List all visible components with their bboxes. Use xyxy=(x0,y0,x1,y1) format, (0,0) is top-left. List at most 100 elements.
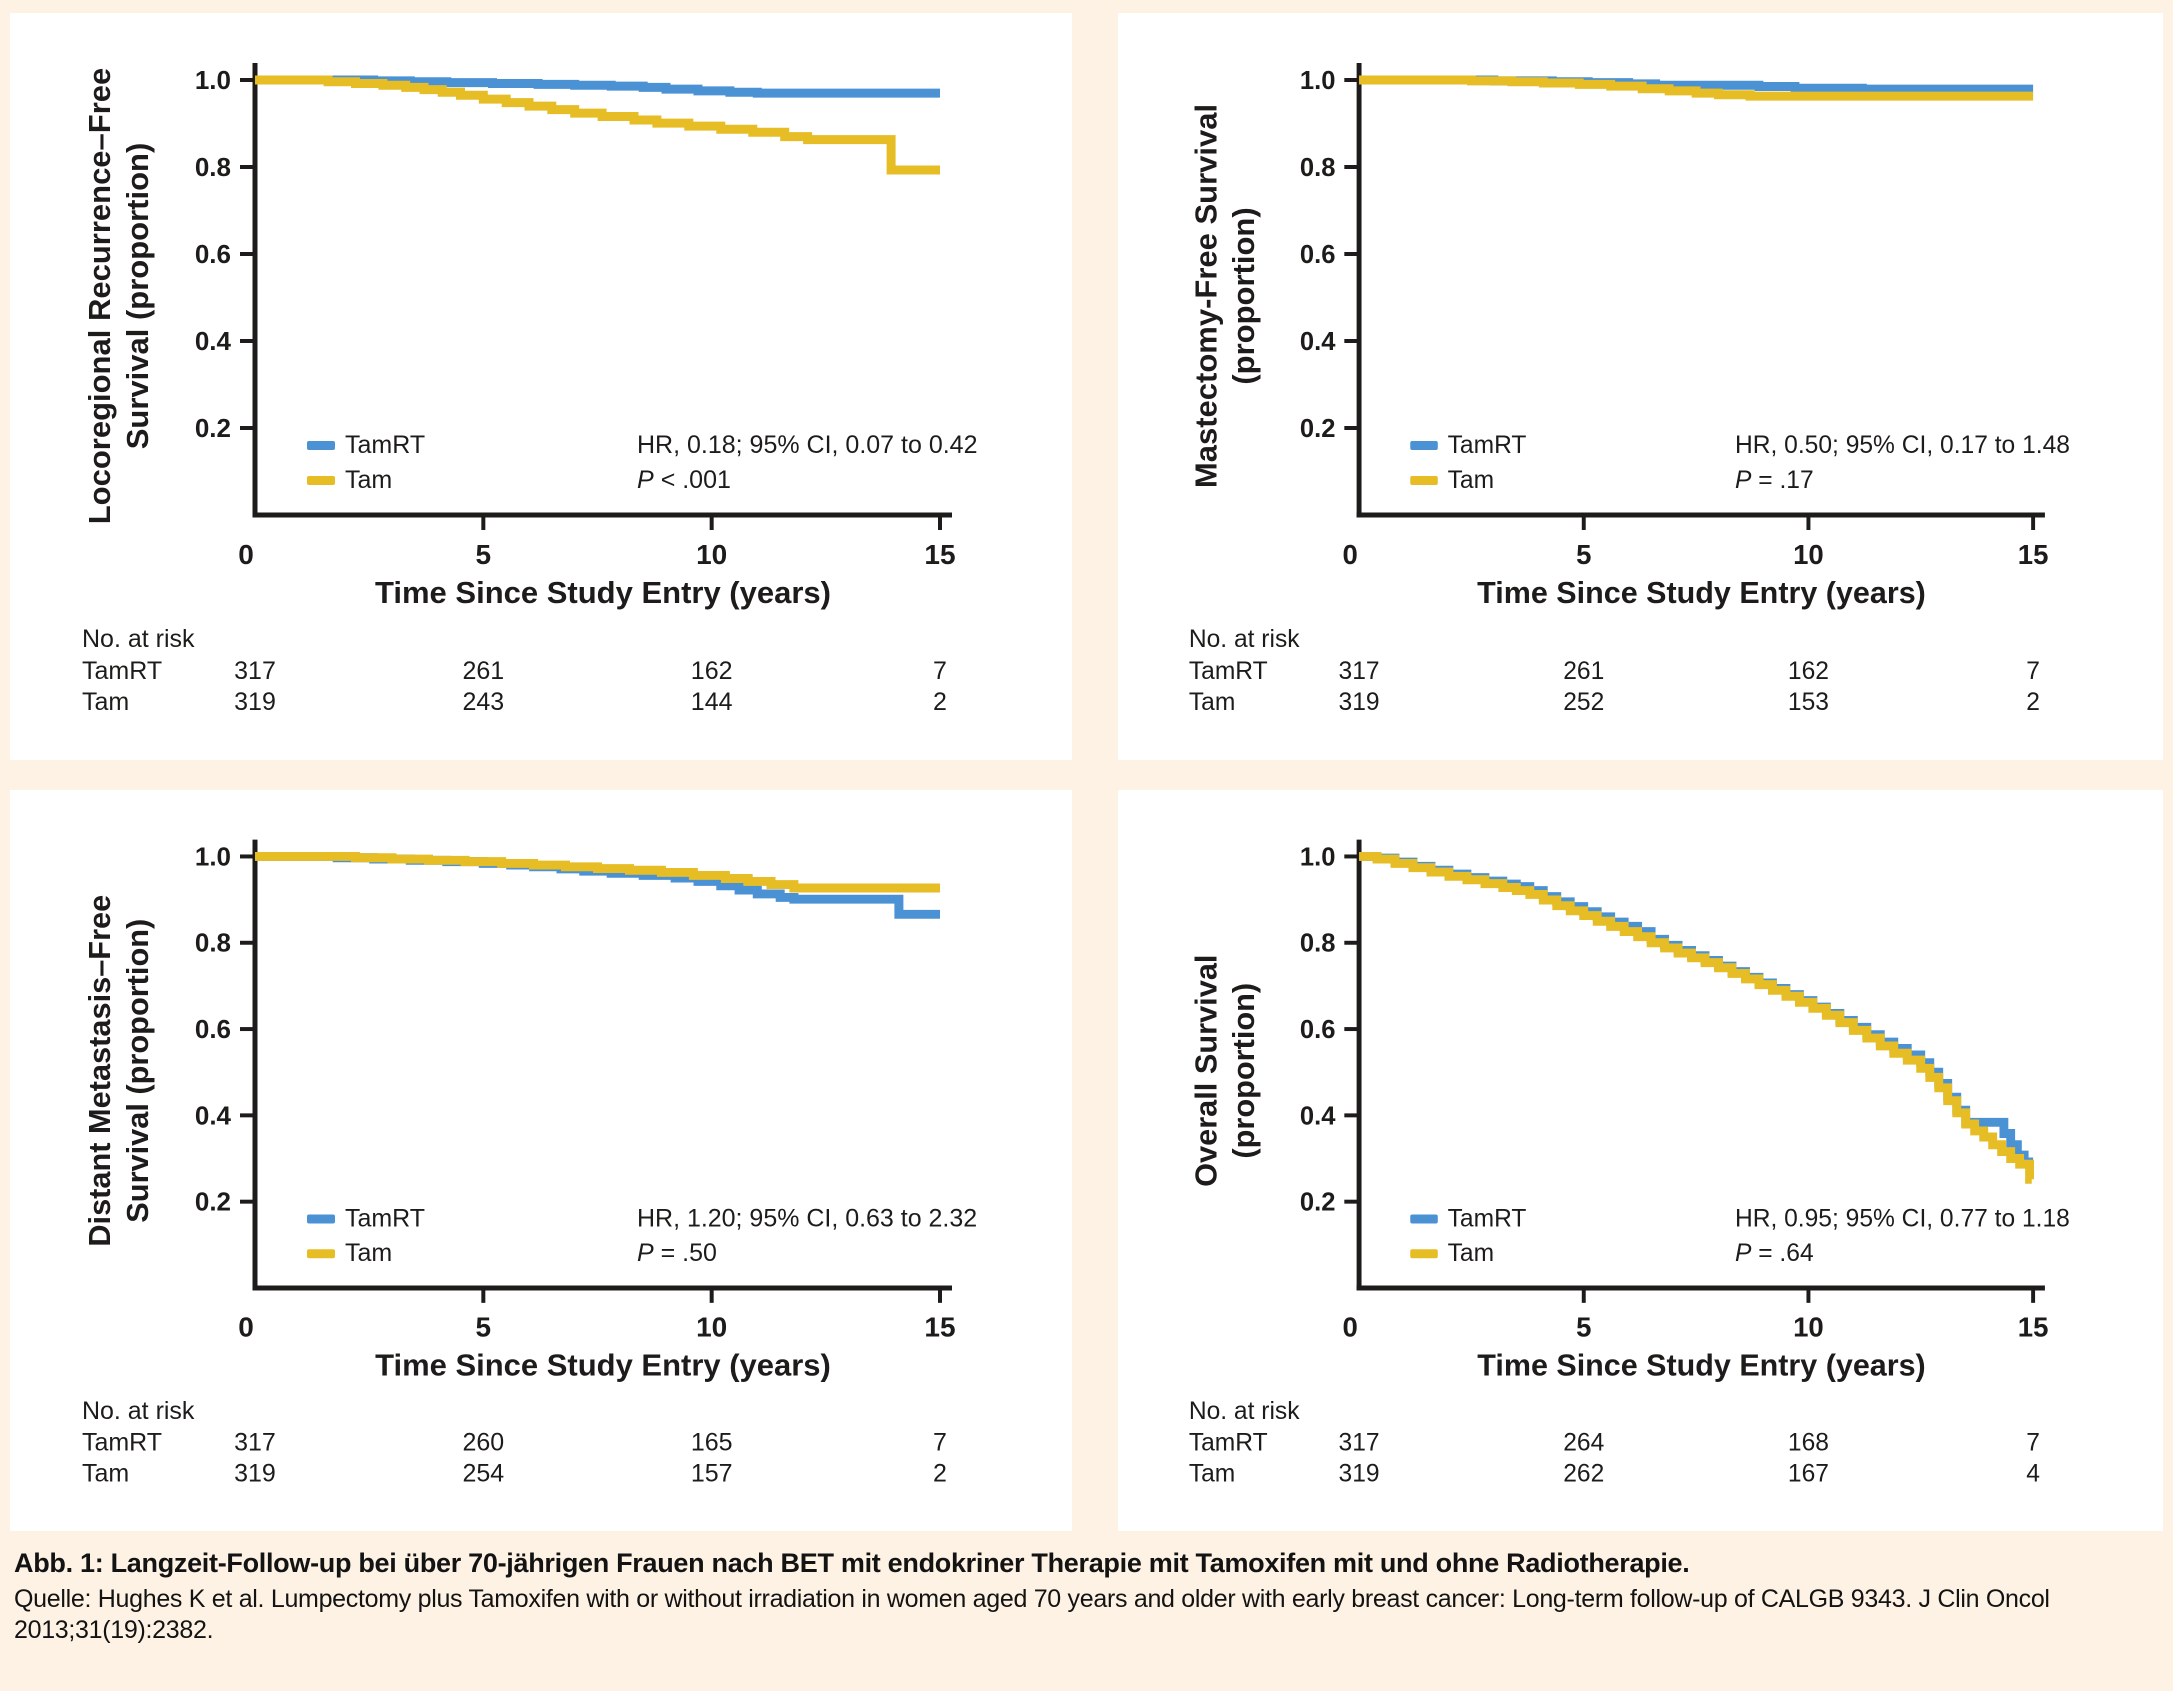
y-axis-title-line: Mastectomy-Free Survival xyxy=(1189,104,1224,488)
risk-value: 165 xyxy=(691,1429,733,1457)
x-axis-title: Time Since Study Entry (years) xyxy=(375,575,831,610)
risk-value: 7 xyxy=(2026,658,2040,685)
risk-value: 7 xyxy=(933,657,947,685)
x-tick-label: 15 xyxy=(924,539,955,570)
risk-value: 261 xyxy=(462,657,504,685)
y-tick-label: 1.0 xyxy=(1300,67,1336,95)
risk-value: 317 xyxy=(1339,658,1380,685)
risk-value: 2 xyxy=(933,688,947,716)
km-chart-mastectomy-free-survival: 1.0 0.8 0.6 0.4 0.2 0 5 10 15 Mastectomy-Free Sur… xyxy=(1189,63,2070,716)
x-tick-label: 10 xyxy=(1793,1311,1824,1342)
risk-row-label: TamRT xyxy=(82,1429,162,1457)
x-tick-label: 15 xyxy=(2018,1311,2049,1342)
x-tick-label: 5 xyxy=(476,1312,492,1343)
p-value-text: P < .001 xyxy=(637,466,731,494)
legend-label: TamRT xyxy=(1448,432,1527,459)
y-axis-title-line: Survival (proportion) xyxy=(120,919,155,1223)
x-axis-title: Time Since Study Entry (years) xyxy=(375,1347,831,1382)
y-axis-title-line: Survival (proportion) xyxy=(120,143,155,450)
risk-value: 4 xyxy=(2026,1460,2040,1487)
panel-distant-metastasis-free-survival: 1.0 0.8 0.6 0.4 0.2 0 5 10 15 Distant Metastasis–… xyxy=(10,790,1072,1531)
legend-swatch-tamrt xyxy=(307,441,335,450)
risk-row-label: Tam xyxy=(82,1459,129,1487)
legend-swatch-tam xyxy=(307,1249,335,1259)
risk-value: 252 xyxy=(1563,689,1604,716)
legend-swatch-tamrt xyxy=(307,1214,335,1224)
x-tick-label: 5 xyxy=(476,539,492,570)
risk-value: 260 xyxy=(462,1429,504,1457)
y-tick-label: 0.8 xyxy=(195,930,231,958)
p-label: P xyxy=(637,466,654,494)
y-tick-label: 0.2 xyxy=(1300,1189,1336,1217)
risk-value: 2 xyxy=(2026,689,2040,716)
p-value-text: P = .50 xyxy=(637,1239,717,1267)
risk-value: 264 xyxy=(1563,1430,1604,1457)
p-label: P xyxy=(637,1239,654,1267)
legend-swatch-tam xyxy=(1410,1249,1438,1259)
risk-table-header: No. at risk xyxy=(1189,626,1300,653)
y-tick-label: 0.2 xyxy=(195,1189,231,1217)
y-tick-label: 0.6 xyxy=(195,1016,231,1044)
risk-value: 317 xyxy=(234,657,276,685)
risk-table-header: No. at risk xyxy=(82,625,195,653)
y-tick-label: 1.0 xyxy=(195,843,231,871)
risk-value: 7 xyxy=(933,1429,947,1457)
tam-curve xyxy=(1359,851,2034,1184)
y-tick-label: 0.4 xyxy=(195,1102,232,1130)
y-tick-label: 0.8 xyxy=(1300,930,1336,958)
risk-row-label: TamRT xyxy=(1189,658,1268,685)
hr-ci-text: HR, 1.20; 95% CI, 0.63 to 2.32 xyxy=(637,1205,977,1233)
y-tick-label: 0.8 xyxy=(1300,154,1336,182)
tamrt-curve xyxy=(255,75,940,98)
risk-value: 167 xyxy=(1788,1460,1829,1487)
y-tick-label: 0.2 xyxy=(1300,415,1336,443)
y-tick-label: 0.6 xyxy=(1300,241,1336,269)
risk-value: 243 xyxy=(462,688,504,716)
y-tick-label: 0.6 xyxy=(195,239,231,269)
y-tick-label: 0.8 xyxy=(195,152,231,182)
p-rest: = .50 xyxy=(661,1239,717,1267)
km-chart-overall-survival: 1.0 0.8 0.6 0.4 0.2 0 5 10 15 Overall Survival (pr… xyxy=(1189,839,2070,1487)
tam-curve xyxy=(255,75,940,175)
p-value-text: P = .64 xyxy=(1735,1240,1814,1267)
risk-table-header: No. at risk xyxy=(82,1397,195,1425)
risk-value: 317 xyxy=(234,1429,276,1457)
risk-value: 319 xyxy=(234,1459,276,1487)
y-tick-label: 1.0 xyxy=(1300,843,1336,871)
risk-value: 162 xyxy=(1788,658,1829,685)
risk-value: 254 xyxy=(462,1459,504,1487)
panel-overall-survival: 1.0 0.8 0.6 0.4 0.2 0 5 10 15 Overall Survival (pr… xyxy=(1118,790,2163,1531)
legend-label: Tam xyxy=(345,1239,392,1267)
x-axis-title: Time Since Study Entry (years) xyxy=(1477,1348,1925,1382)
tam-curve xyxy=(255,851,940,893)
p-label: P xyxy=(1735,1240,1752,1267)
risk-value: 7 xyxy=(2026,1430,2040,1457)
hr-ci-text: HR, 0.50; 95% CI, 0.17 to 1.48 xyxy=(1735,432,2070,459)
risk-value: 144 xyxy=(691,688,733,716)
tamrt-curve xyxy=(1359,851,2034,1167)
hr-ci-text: HR, 0.18; 95% CI, 0.07 to 0.42 xyxy=(637,431,977,459)
legend-swatch-tam xyxy=(1410,476,1438,485)
km-chart-locoregional-recurrence-free-survival: 1.0 0.8 0.6 0.4 0.2 0 5 10 15 Locoregional Recurr… xyxy=(82,63,977,716)
y-tick-label: 0.4 xyxy=(1300,1102,1336,1130)
risk-value: 319 xyxy=(234,688,276,716)
y-axis-title-line: Distant Metastasis–Free xyxy=(82,895,117,1247)
risk-table-header: No. at risk xyxy=(1189,1398,1300,1425)
risk-value: 319 xyxy=(1339,1460,1380,1487)
x-tick-label: 10 xyxy=(696,1312,727,1343)
risk-value: 317 xyxy=(1339,1430,1380,1457)
y-tick-label: 0.2 xyxy=(195,413,231,443)
legend-label: TamRT xyxy=(345,431,425,459)
x-tick-label: 15 xyxy=(2018,539,2049,570)
risk-row-label: Tam xyxy=(1189,1460,1235,1487)
p-label: P xyxy=(1735,467,1752,494)
x-tick-label: 0 xyxy=(1343,1311,1358,1342)
panels-grid: 1.0 0.8 0.6 0.4 0.2 0 5 10 15 Locoregional Recurr… xyxy=(10,13,2163,1531)
legend-label: TamRT xyxy=(1448,1205,1527,1232)
panel-locoregional-recurrence-free-survival: 1.0 0.8 0.6 0.4 0.2 0 5 10 15 Locoregional Recurr… xyxy=(10,13,1072,760)
p-value-text: P = .17 xyxy=(1735,467,1814,494)
y-tick-label: 0.4 xyxy=(1300,328,1336,356)
caption-source: Quelle: Hughes K et al. Lumpectomy plus … xyxy=(14,1585,2050,1645)
risk-row-label: Tam xyxy=(82,688,129,716)
